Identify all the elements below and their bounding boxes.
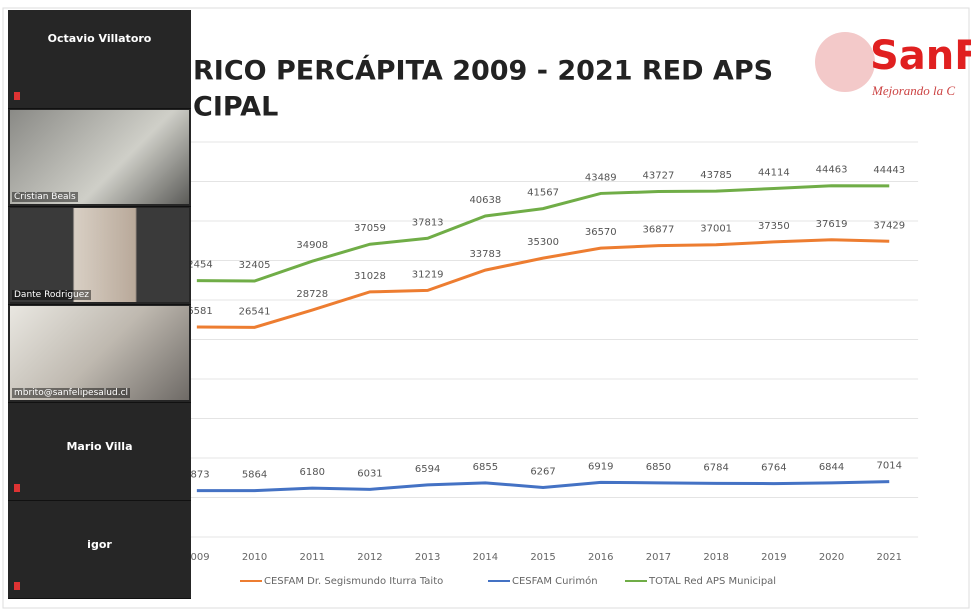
logo-emblem — [815, 32, 875, 92]
data-label: 34908 — [296, 240, 328, 251]
participant-tile[interactable]: Octavio Villatoro — [8, 10, 191, 109]
data-label: 44463 — [816, 165, 848, 176]
data-label: 37001 — [700, 224, 732, 235]
x-tick-label: 2018 — [703, 552, 728, 563]
data-label: 40638 — [469, 195, 501, 206]
participant-tile[interactable]: mbrito@sanfelipesalud.cl — [8, 304, 191, 403]
participant-tile[interactable]: Dante Rodriguez — [8, 206, 191, 305]
legend-label: CESFAM Dr. Segismundo Iturra Taito — [264, 576, 443, 587]
participant-name: igor — [87, 538, 112, 551]
x-tick-label: 2012 — [357, 552, 382, 563]
series-line — [196, 238, 890, 329]
logo-text: SanFe — [870, 33, 971, 79]
data-label: 44114 — [758, 167, 790, 178]
participant-name: mbrito@sanfelipesalud.cl — [12, 388, 131, 398]
mic-muted-icon — [14, 582, 20, 590]
data-label: 41567 — [527, 188, 559, 199]
x-tick-label: 2017 — [646, 552, 671, 563]
x-tick-label: 2019 — [761, 552, 786, 563]
x-tick-label: 2015 — [530, 552, 555, 563]
video — [10, 110, 189, 204]
data-label: 31219 — [412, 269, 444, 280]
video — [10, 208, 189, 302]
participant-tile[interactable]: Cristian Beals — [8, 108, 191, 207]
logo-tagline: Mejorando la C — [871, 83, 955, 98]
legend-label: TOTAL Red APS Municipal — [648, 576, 776, 587]
x-tick-label: 2011 — [300, 552, 325, 563]
data-label: 6267 — [530, 466, 555, 477]
data-label: 37059 — [354, 223, 386, 234]
participant-tile[interactable]: Mario Villa — [8, 402, 191, 501]
participant-name: Mario Villa — [66, 440, 133, 453]
data-label: 26541 — [239, 306, 271, 317]
data-label: 5873 — [184, 470, 209, 481]
data-label: 6784 — [703, 462, 728, 473]
data-label: 35300 — [527, 237, 559, 248]
data-label: 6850 — [646, 462, 671, 473]
data-label: 6031 — [357, 468, 382, 479]
data-label: 37619 — [816, 219, 848, 230]
data-label: 6180 — [300, 467, 325, 478]
x-tick-label: 2014 — [473, 552, 498, 563]
slide-title: CIPAL — [193, 92, 278, 123]
data-label: 32454 — [181, 260, 213, 271]
data-label: 6919 — [588, 461, 613, 472]
data-label: 36570 — [585, 227, 617, 238]
data-label: 6594 — [415, 464, 440, 475]
participant-tile[interactable]: igor — [8, 500, 191, 599]
data-label: 26581 — [181, 306, 213, 317]
legend-label: CESFAM Curimón — [512, 575, 598, 587]
participant-name: Cristian Beals — [12, 192, 78, 202]
data-label: 5864 — [242, 470, 267, 481]
series-line — [196, 480, 890, 493]
data-label: 37350 — [758, 221, 790, 232]
data-label: 37429 — [873, 220, 905, 231]
x-tick-label: 2013 — [415, 552, 440, 563]
video — [10, 306, 189, 400]
data-label: 6764 — [761, 463, 786, 474]
mic-muted-icon — [14, 484, 20, 492]
data-label: 31028 — [354, 271, 386, 282]
x-tick-label: 2021 — [877, 552, 902, 563]
slide-title: RICO PERCÁPITA 2009 - 2021 RED APS — [193, 55, 773, 87]
data-label: 32405 — [239, 260, 271, 271]
x-tick-label: 2010 — [242, 552, 267, 563]
series-line — [196, 184, 890, 283]
data-label: 37813 — [412, 217, 444, 228]
participant-name: Octavio Villatoro — [47, 32, 152, 45]
data-label: 43727 — [643, 171, 675, 182]
data-label: 6855 — [473, 462, 498, 473]
data-label: 36877 — [643, 225, 675, 236]
data-label: 33783 — [469, 249, 501, 260]
data-label: 43489 — [585, 172, 617, 183]
data-label: 7014 — [877, 461, 902, 472]
data-label: 28728 — [296, 289, 328, 300]
participants-panel: Octavio Villatoro Cristian Beals Dante R… — [8, 10, 191, 599]
x-tick-label: 2020 — [819, 552, 844, 563]
data-label: 43785 — [700, 170, 732, 181]
data-label: 6844 — [819, 462, 844, 473]
mic-muted-icon — [14, 92, 20, 100]
data-label: 44443 — [873, 165, 905, 176]
x-tick-label: 2016 — [588, 552, 613, 563]
participant-name: Dante Rodriguez — [12, 290, 92, 300]
x-tick-label: 2009 — [184, 552, 209, 563]
